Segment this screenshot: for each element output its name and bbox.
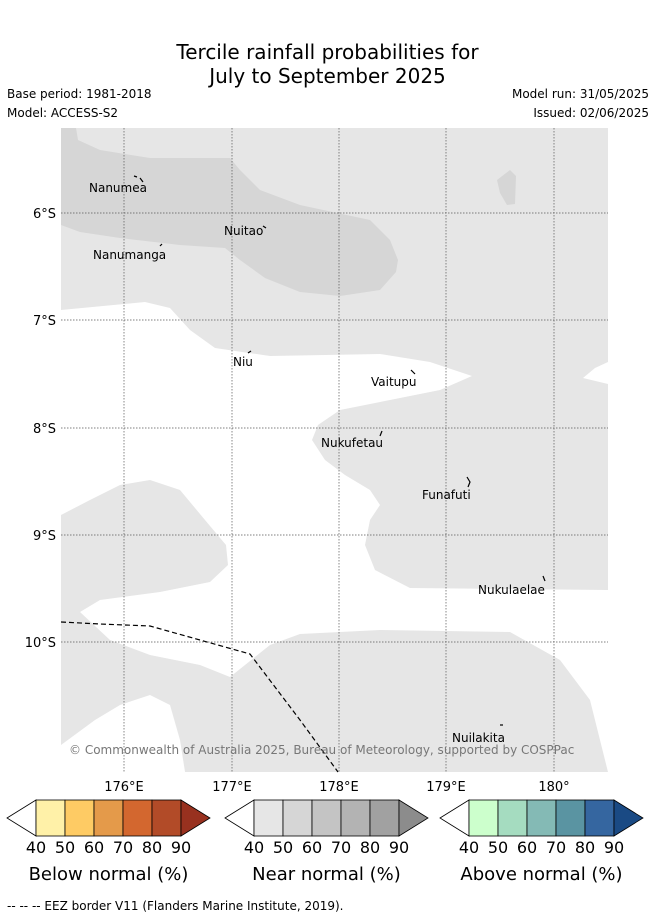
colorbar-title: Above normal (%) — [460, 864, 622, 885]
place-label-nanumea: Nanumea — [89, 181, 147, 195]
colorbar-tick-label: 70 — [113, 838, 133, 857]
model-name: Model: ACCESS-S2 — [7, 106, 119, 120]
colorbar-tick-label: 40 — [26, 838, 46, 857]
colorbar-max-triangle — [180, 799, 211, 837]
colorbar-tick-label: 70 — [331, 838, 351, 857]
place-label-nuilakita: Nuilakita — [452, 731, 505, 745]
colorbar-tick-label: 60 — [302, 838, 322, 857]
lat-label-8s: 8°S — [33, 422, 56, 437]
place-label-nanumanga: Nanumanga — [93, 248, 166, 262]
place-label-niu: Niu — [233, 355, 253, 369]
colorbar-tick-label: 80 — [575, 838, 595, 857]
place-label-nuitao: Nuitao — [224, 224, 263, 238]
place-label-nukulaelae: Nukulaelae — [478, 583, 545, 597]
eez-footnote: -- -- -- EEZ border V11 (Flanders Marine… — [7, 899, 344, 913]
colorbar-title: Near normal (%) — [252, 864, 401, 885]
colorbar-3: 40 50 60 70 80 90 Above normal (%) — [439, 799, 644, 885]
place-label-funafuti: Funafuti — [422, 488, 471, 502]
lat-label-6s: 6°S — [33, 207, 56, 222]
clear-region-central — [61, 302, 608, 772]
colorbar-tick-label: 50 — [488, 838, 508, 857]
colorbar-tick-label: 70 — [546, 838, 566, 857]
colorbar-tick-label: 90 — [389, 838, 409, 857]
lon-label-180: 180° — [538, 780, 569, 795]
colorbar-max-triangle — [613, 799, 644, 837]
island-marks — [133, 175, 546, 726]
colorbar-segment — [340, 799, 371, 837]
colorbar-segment — [122, 799, 153, 837]
lat-label-10s: 10°S — [25, 636, 56, 651]
colorbar-segment — [584, 799, 615, 837]
lat-label-9s: 9°S — [33, 529, 56, 544]
colorbar-tick-label: 50 — [273, 838, 293, 857]
eez-border-line — [60, 621, 339, 773]
colorbar-min-triangle — [224, 799, 255, 837]
model-run: Model run: 31/05/2025 — [511, 87, 649, 101]
near-normal-patch-east — [497, 170, 516, 205]
colorbar-segment — [151, 799, 182, 837]
copyright-notice: © Commonwealth of Australia 2025, Bureau… — [69, 743, 574, 757]
lon-label-177e: 177°E — [212, 780, 252, 795]
title-line-2: July to September 2025 — [209, 64, 446, 88]
colorbar-tick-label: 40 — [459, 838, 479, 857]
colorbar-segment — [468, 799, 499, 837]
colorbar-tick-label: 80 — [142, 838, 162, 857]
graticule — [61, 128, 608, 772]
colorbar-min-triangle — [439, 799, 470, 837]
colorbar-segment — [526, 799, 557, 837]
colorbar-segment — [93, 799, 124, 837]
colorbar-tick-label: 50 — [55, 838, 75, 857]
colorbar-title: Below normal (%) — [29, 864, 189, 885]
title-line-1: Tercile rainfall probabilities for — [176, 40, 479, 64]
colorbar-tick-label: 40 — [244, 838, 264, 857]
colorbar-tick-label: 60 — [517, 838, 537, 857]
lon-label-176e: 176°E — [104, 780, 144, 795]
issued-date: Issued: 02/06/2025 — [533, 106, 649, 120]
colorbar-min-triangle — [6, 799, 37, 837]
place-label-nukufetau: Nukufetau — [321, 436, 383, 450]
colorbar-tick-label: 60 — [84, 838, 104, 857]
colorbar-segment — [253, 799, 284, 837]
colorbar-segment — [497, 799, 528, 837]
colorbar-segment — [282, 799, 313, 837]
colorbar-tick-label: 90 — [171, 838, 191, 857]
colorbar-1: 40 50 60 70 80 90 Below normal (%) — [6, 799, 211, 885]
map-title: Tercile rainfall probabilities for July … — [0, 40, 655, 88]
colorbar-legends: 40 50 60 70 80 90 Below normal (%) 40 50 60 70 80 90… — [6, 799, 644, 885]
lon-label-179e: 179°E — [426, 780, 466, 795]
base-period: Base period: 1981-2018 — [7, 87, 152, 101]
colorbar-segment — [64, 799, 95, 837]
colorbar-max-triangle — [398, 799, 429, 837]
colorbar-tick-label: 90 — [604, 838, 624, 857]
place-label-vaitupu: Vaitupu — [371, 375, 417, 389]
colorbar-2: 40 50 60 70 80 90 Near normal (%) — [224, 799, 429, 885]
colorbar-segment — [35, 799, 66, 837]
near-normal-region-darker — [61, 128, 398, 296]
colorbar-segment — [555, 799, 586, 837]
clear-region-southwest — [61, 695, 185, 772]
lat-label-7s: 7°S — [33, 314, 56, 329]
colorbar-segment — [311, 799, 342, 837]
colorbar-segment — [369, 799, 400, 837]
colorbar-tick-label: 80 — [360, 838, 380, 857]
lon-label-178e: 178°E — [319, 780, 359, 795]
